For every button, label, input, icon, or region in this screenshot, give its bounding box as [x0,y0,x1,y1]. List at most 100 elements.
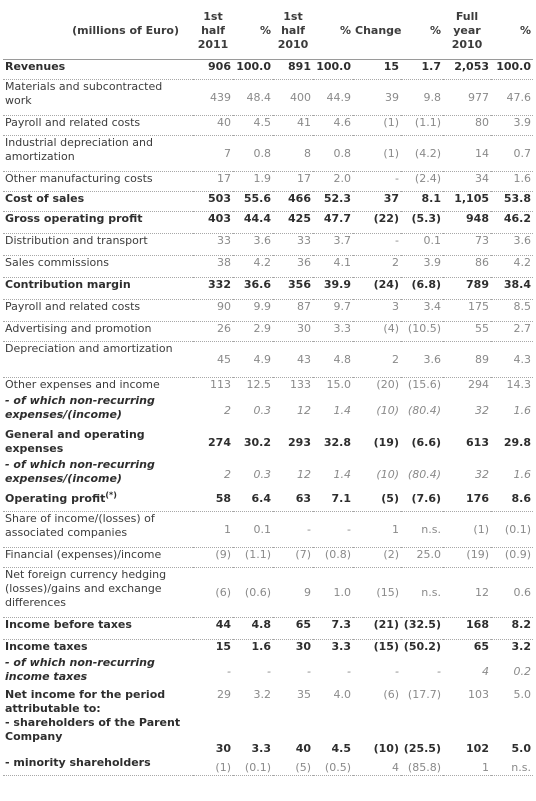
cell-value: 294 [468,378,489,391]
table-row: Industrial depreciation and amortization… [3,135,533,172]
cell-value: 32.8 [323,435,351,449]
cell-value: 15 [353,59,401,80]
row-label: - of which non-recurring expenses/(incom… [5,457,155,485]
cell-value: - [227,664,231,678]
row-label: - of which non-recurring expenses/(incom… [5,393,155,421]
cell-value: (32.5) [401,617,443,640]
cell-value: 39.9 [313,277,353,300]
cell-value: 58 [193,491,233,512]
cell-value: (85.8) [401,755,443,776]
header-row: (millions of Euro) 1st half 2011 % 1st half… [3,3,533,60]
table-row: - of which non-recurring income taxes - - -… [3,656,533,688]
cell-value: 87 [273,299,313,322]
cell-value: 100.0 [491,59,533,80]
row-label: Net income for the period attributable t… [5,687,166,715]
cell-value: 332 [193,277,233,300]
cell-value: 3 [353,299,401,322]
cell-value: 0.8 [233,135,273,172]
cell-value: (9) [193,547,233,568]
cell-value: 40 [193,115,233,136]
cell-value: 48.4 [233,79,273,116]
cell-value: 55.6 [233,191,273,212]
cell-value: n.s. [401,511,443,548]
cell-value: (10.5) [401,321,443,342]
cell-value: (1.1) [233,547,273,568]
cell-value: 168 [443,617,491,640]
cell-value: 3.2 [511,640,532,653]
cell-value: (2.4) [401,171,443,192]
cell-value: 14.3 [506,378,532,391]
cell-value: 100.0 [313,59,353,80]
cell-value: 6.4 [233,491,273,512]
cell-value: 0.3 [253,403,272,417]
row-label: Payroll and related costs [3,115,193,136]
cell-value: 3.9 [491,115,533,136]
cell-value: 4.0 [333,687,352,701]
cell-value: 2 [353,255,401,278]
cell-value: 2,053 [443,59,491,80]
cell-value: (22) [353,211,401,234]
cell-value: 14 [443,135,491,172]
cell-value: 1.6 [491,171,533,192]
cell-value: 466 [273,191,313,212]
cell-value: 12.5 [246,378,272,391]
cell-value: - [313,511,353,548]
cell-value: 2 [353,341,401,378]
cell-value: 25.0 [401,547,443,568]
cell-value: 7.3 [313,617,353,640]
cell-value: 906 [193,59,233,80]
cell-value: 891 [273,59,313,80]
cell-value: (17.7) [407,687,441,701]
row-label: Income before taxes [3,617,193,640]
table-row: Net foreign currency hedging (losses)/ga… [3,567,533,618]
cell-value: 55 [443,321,491,342]
cell-value: (5.3) [401,211,443,234]
cell-value: 73 [443,233,491,256]
row-label: Gross operating profit [3,211,193,234]
cell-value: n.s. [401,567,443,618]
cell-value: 425 [273,211,313,234]
cell-value: (80.4) [407,403,441,417]
cell-value: 35 [297,687,311,701]
cell-value: 86 [443,255,491,278]
cell-value: 175 [443,299,491,322]
col-pct-change: % [401,3,443,60]
cell-value: (25.5) [403,741,441,755]
cell-value: 274 [208,435,231,449]
cell-value: 8.5 [491,299,533,322]
row-label: Sales commissions [3,255,193,278]
row-label: Other expenses and income [5,378,160,391]
cell-value: 4.8 [233,617,273,640]
cell-value: 34 [443,171,491,192]
cell-value: 44.4 [233,211,273,234]
cell-value: 1.0 [313,567,353,618]
cell-value: 89 [443,341,491,378]
cell-value: 7.1 [313,491,353,512]
cell-value: 15 [215,640,231,653]
col-h1-2011: 1st half 2011 [193,3,233,60]
cell-value: 4.5 [233,115,273,136]
cell-value: - [273,511,313,548]
cell-value: - [353,171,401,192]
cell-value: (1) [353,135,401,172]
cell-value: (6.8) [401,277,443,300]
cell-value: 30.2 [243,435,271,449]
cell-value: 36.6 [233,277,273,300]
cell-value: 4.2 [233,255,273,278]
table-row: Income taxes 15 1.6 30 3.3 (15) (50.2) 65 3.2 [3,640,533,656]
cell-value: 41 [273,115,313,136]
table-row: Income before taxes 44 4.8 65 7.3 (21) (32.5) 1… [3,617,533,640]
cell-value: 176 [443,491,491,512]
cell-value: 17 [273,171,313,192]
cell-value: 1.4 [333,403,352,417]
cell-value: 4 [482,664,489,678]
cell-value: (7.6) [401,491,443,512]
cell-value: 0.1 [401,233,443,256]
table-row: Distribution and transport 33 3.6 33 3.7-0.1… [3,233,533,256]
cell-value: 30 [215,741,231,755]
cell-value: - [353,233,401,256]
table-row: Sales commissions 38 4.2 36 4.1 2 3.9 86 4.2 [3,255,533,278]
cell-value: 45 [193,341,233,378]
cell-value: 15.0 [326,378,352,391]
col-pct-full-year: % [491,3,533,60]
